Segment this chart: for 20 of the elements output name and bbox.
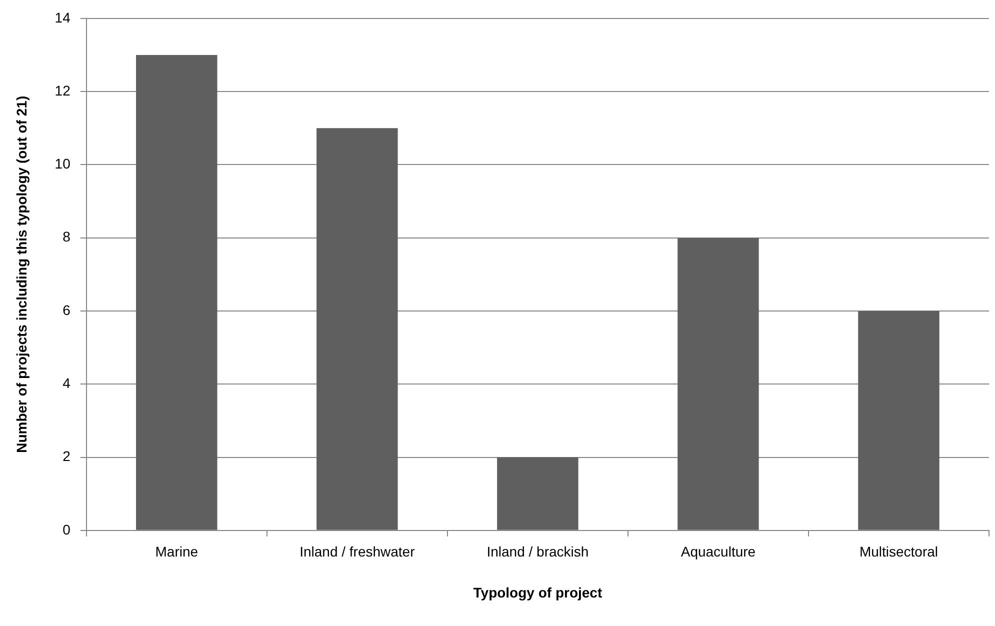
y-tick-label: 12 <box>54 82 71 98</box>
y-tick-label: 6 <box>62 302 71 318</box>
x-axis-title: Typology of project <box>473 584 602 600</box>
bar <box>136 54 218 530</box>
y-tick-label: 10 <box>54 156 71 172</box>
y-tick-label: 0 <box>62 521 71 538</box>
x-tick-label: Inland / freshwater <box>300 544 416 560</box>
x-tick-label: Multisectoral <box>859 544 938 560</box>
y-tick-label: 2 <box>62 448 71 464</box>
bar <box>497 457 578 530</box>
bar <box>316 128 398 530</box>
x-tick-label: Aquaculture <box>680 544 756 560</box>
bar <box>678 238 759 530</box>
y-tick-label: 4 <box>62 374 71 391</box>
y-tick-label: 14 <box>54 9 71 26</box>
bar <box>858 310 940 530</box>
x-tick-label: Inland / brackish <box>486 544 589 560</box>
x-tick-label: Marine <box>155 544 198 560</box>
y-tick-label: 8 <box>62 228 71 245</box>
y-axis-title: Number of projects including this typology (out of 21) <box>13 96 30 453</box>
